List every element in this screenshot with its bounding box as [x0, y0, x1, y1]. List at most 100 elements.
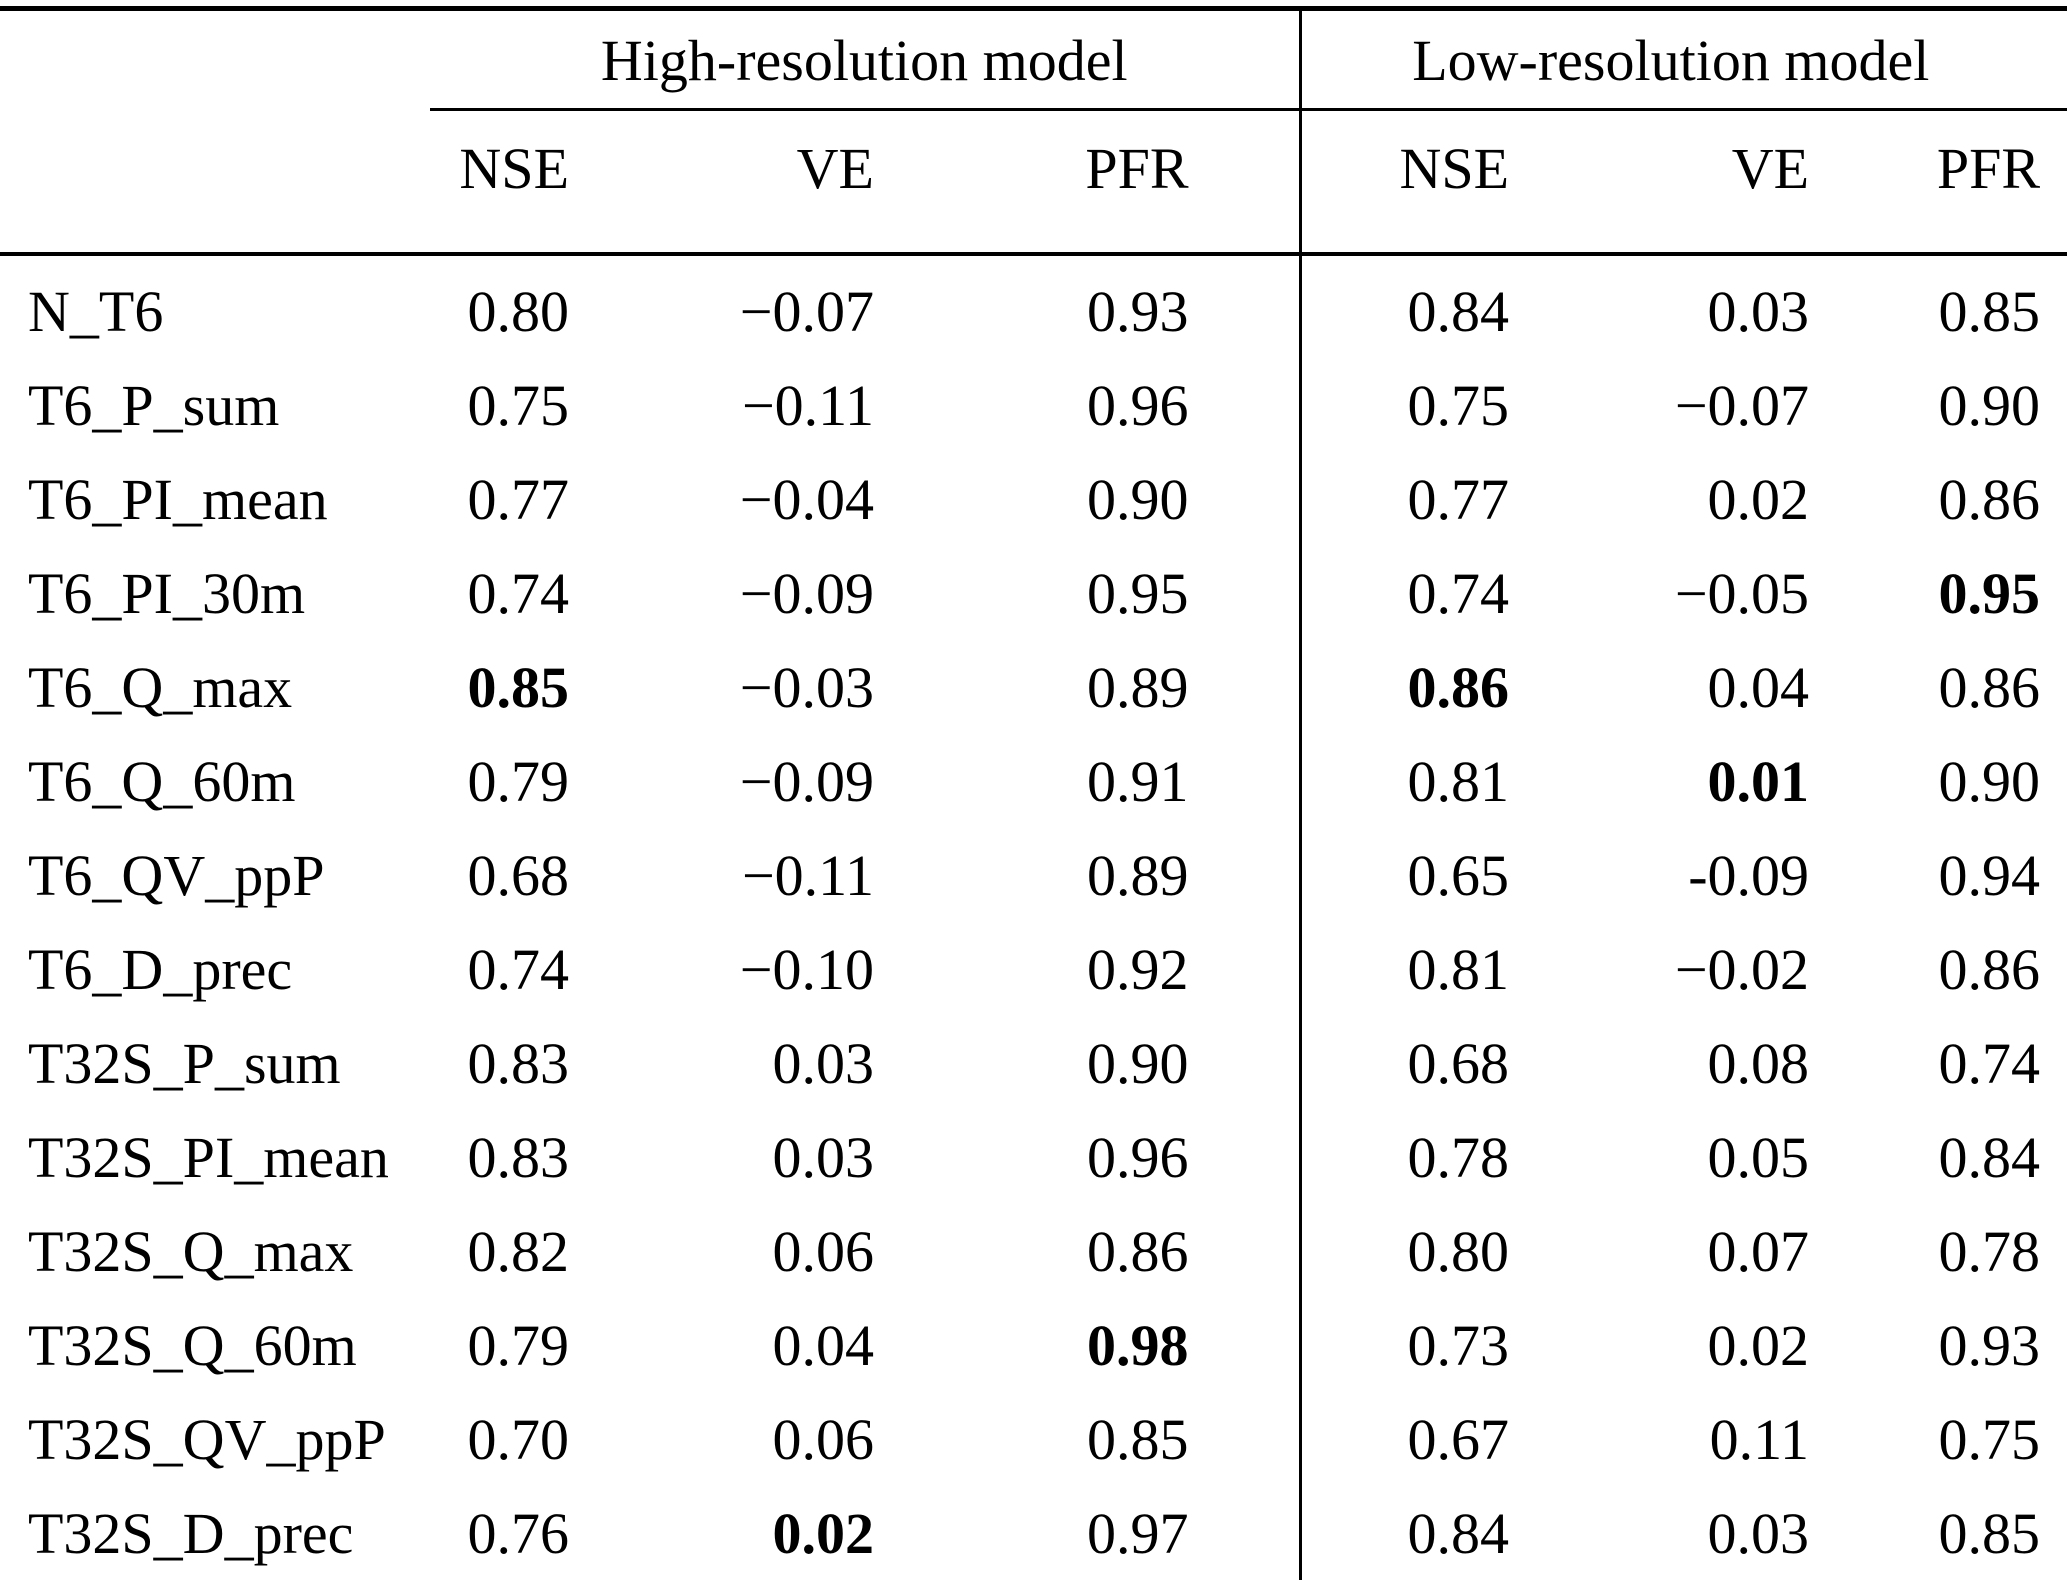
cell: 0.95 — [1938, 561, 2041, 626]
col-header-nse-low: NSE — [1298, 109, 1511, 256]
cell: 0.81 — [1298, 735, 1511, 829]
row-label: T32S_QV_ppP — [28, 1407, 386, 1472]
cell: 0.04 — [772, 1313, 875, 1378]
cell: 0.90 — [1087, 467, 1189, 532]
cell: 0.76 — [467, 1501, 570, 1566]
cell: 0.03 — [1707, 1501, 1810, 1566]
cell: 0.86 — [1938, 937, 2041, 1002]
cell: 0.86 — [1298, 641, 1511, 735]
column-group-high-resolution: High-resolution model — [430, 8, 1301, 111]
table-row: T32S_QV_ppP 0.70 0.06 0.85 0.67 0.11 0.75 — [0, 1393, 2067, 1487]
group-header-row: High-resolution model Low-resolution mod… — [0, 8, 2067, 111]
cell: 0.74 — [1938, 1031, 2041, 1096]
cell: −0.07 — [739, 279, 874, 344]
cell: 0.05 — [1707, 1125, 1810, 1190]
row-label: T6_PI_30m — [28, 561, 306, 626]
cell: 0.95 — [1087, 561, 1189, 626]
cell: 0.85 — [467, 655, 570, 720]
col-header-ve-high: VE — [570, 109, 875, 256]
cell: −0.02 — [1674, 937, 1810, 1002]
cell: 0.68 — [467, 843, 570, 908]
column-group-low-resolution: Low-resolution model — [1298, 8, 2067, 111]
cell: 0.81 — [1298, 923, 1511, 1017]
cell: 0.79 — [467, 1313, 570, 1378]
cell: −0.10 — [739, 937, 874, 1002]
cell: 0.85 — [1938, 1501, 2041, 1566]
cell: 0.79 — [467, 749, 570, 814]
cell: −0.03 — [739, 655, 874, 720]
cell: −0.09 — [739, 749, 874, 814]
cell: 0.86 — [1087, 1219, 1189, 1284]
cell: 0.91 — [1087, 749, 1189, 814]
cell: 0.70 — [467, 1407, 570, 1472]
cell: 0.90 — [1087, 1031, 1189, 1096]
cell: 0.02 — [1707, 1313, 1810, 1378]
cell: 0.83 — [467, 1031, 570, 1096]
cell: 0.65 — [1298, 829, 1511, 923]
table-row: N_T6 0.80 −0.07 0.93 0.84 0.03 0.85 — [0, 254, 2067, 359]
cell: 0.78 — [1938, 1219, 2041, 1284]
cell: 0.83 — [467, 1125, 570, 1190]
cell: 0.93 — [1938, 1313, 2041, 1378]
cell: 0.84 — [1298, 1487, 1511, 1580]
cell: -0.09 — [1688, 843, 1810, 908]
col-header-ve-low: VE — [1510, 109, 1811, 256]
cell: 0.94 — [1938, 843, 2041, 908]
table-row: T6_QV_ppP 0.68 −0.11 0.89 0.65 -0.09 0.94 — [0, 829, 2067, 923]
cell: 0.89 — [1087, 843, 1189, 908]
cell: 0.84 — [1298, 254, 1511, 359]
cell: 0.92 — [1087, 937, 1189, 1002]
col-header-pfr-high: PFR — [875, 109, 1301, 256]
row-label: T32S_Q_60m — [28, 1313, 357, 1378]
table-row: T32S_PI_mean 0.83 0.03 0.96 0.78 0.05 0.84 — [0, 1111, 2067, 1205]
cell: 0.01 — [1707, 749, 1810, 814]
cell: 0.04 — [1707, 655, 1810, 720]
table-row: T6_D_prec 0.74 −0.10 0.92 0.81 −0.02 0.86 — [0, 923, 2067, 1017]
cell: 0.96 — [1087, 1125, 1189, 1190]
cell: 0.75 — [1298, 359, 1511, 453]
cell: 0.74 — [467, 561, 570, 626]
cell: 0.74 — [467, 937, 570, 1002]
cell: −0.09 — [739, 561, 874, 626]
cell: 0.77 — [1298, 453, 1511, 547]
cell: 0.02 — [772, 1501, 875, 1566]
cell: 0.98 — [1087, 1313, 1189, 1378]
cell: 0.90 — [1938, 373, 2041, 438]
table-row: T6_PI_mean 0.77 −0.04 0.90 0.77 0.02 0.86 — [0, 453, 2067, 547]
cell: 0.80 — [1298, 1205, 1511, 1299]
row-label: T6_Q_max — [28, 655, 293, 720]
cell: 0.02 — [1707, 467, 1810, 532]
cell: 0.73 — [1298, 1299, 1511, 1393]
cell: 0.97 — [1087, 1501, 1189, 1566]
cell: −0.07 — [1674, 373, 1810, 438]
table-row: T32S_Q_60m 0.79 0.04 0.98 0.73 0.02 0.93 — [0, 1299, 2067, 1393]
cell: 0.85 — [1938, 279, 2041, 344]
cell: 0.77 — [467, 467, 570, 532]
cell: 0.96 — [1087, 373, 1189, 438]
row-label: T6_QV_ppP — [28, 843, 325, 908]
col-header-pfr-low: PFR — [1810, 109, 2067, 256]
cell: −0.11 — [741, 843, 874, 908]
cell: 0.82 — [467, 1219, 570, 1284]
cell: 0.74 — [1298, 547, 1511, 641]
results-table: High-resolution model Low-resolution mod… — [0, 6, 2067, 1580]
cell: 0.75 — [467, 373, 570, 438]
col-header-nse-high: NSE — [430, 109, 570, 256]
cell: −0.11 — [741, 373, 874, 438]
row-label: T32S_D_prec — [28, 1501, 354, 1566]
row-label: T6_P_sum — [28, 373, 280, 438]
cell: −0.05 — [1674, 561, 1810, 626]
cell: 0.07 — [1707, 1219, 1810, 1284]
cell: 0.03 — [1707, 279, 1810, 344]
cell: 0.85 — [1087, 1407, 1189, 1472]
row-label-spacer — [0, 109, 430, 256]
table-row: T32S_P_sum 0.83 0.03 0.90 0.68 0.08 0.74 — [0, 1017, 2067, 1111]
row-label: T32S_PI_mean — [28, 1125, 389, 1190]
cell: 0.75 — [1938, 1407, 2041, 1472]
row-label: T32S_Q_max — [28, 1219, 354, 1284]
row-label: N_T6 — [28, 279, 164, 344]
table-row: T6_Q_60m 0.79 −0.09 0.91 0.81 0.01 0.90 — [0, 735, 2067, 829]
cell: 0.03 — [772, 1125, 875, 1190]
row-label: T32S_P_sum — [28, 1031, 341, 1096]
cell: 0.93 — [1087, 279, 1189, 344]
